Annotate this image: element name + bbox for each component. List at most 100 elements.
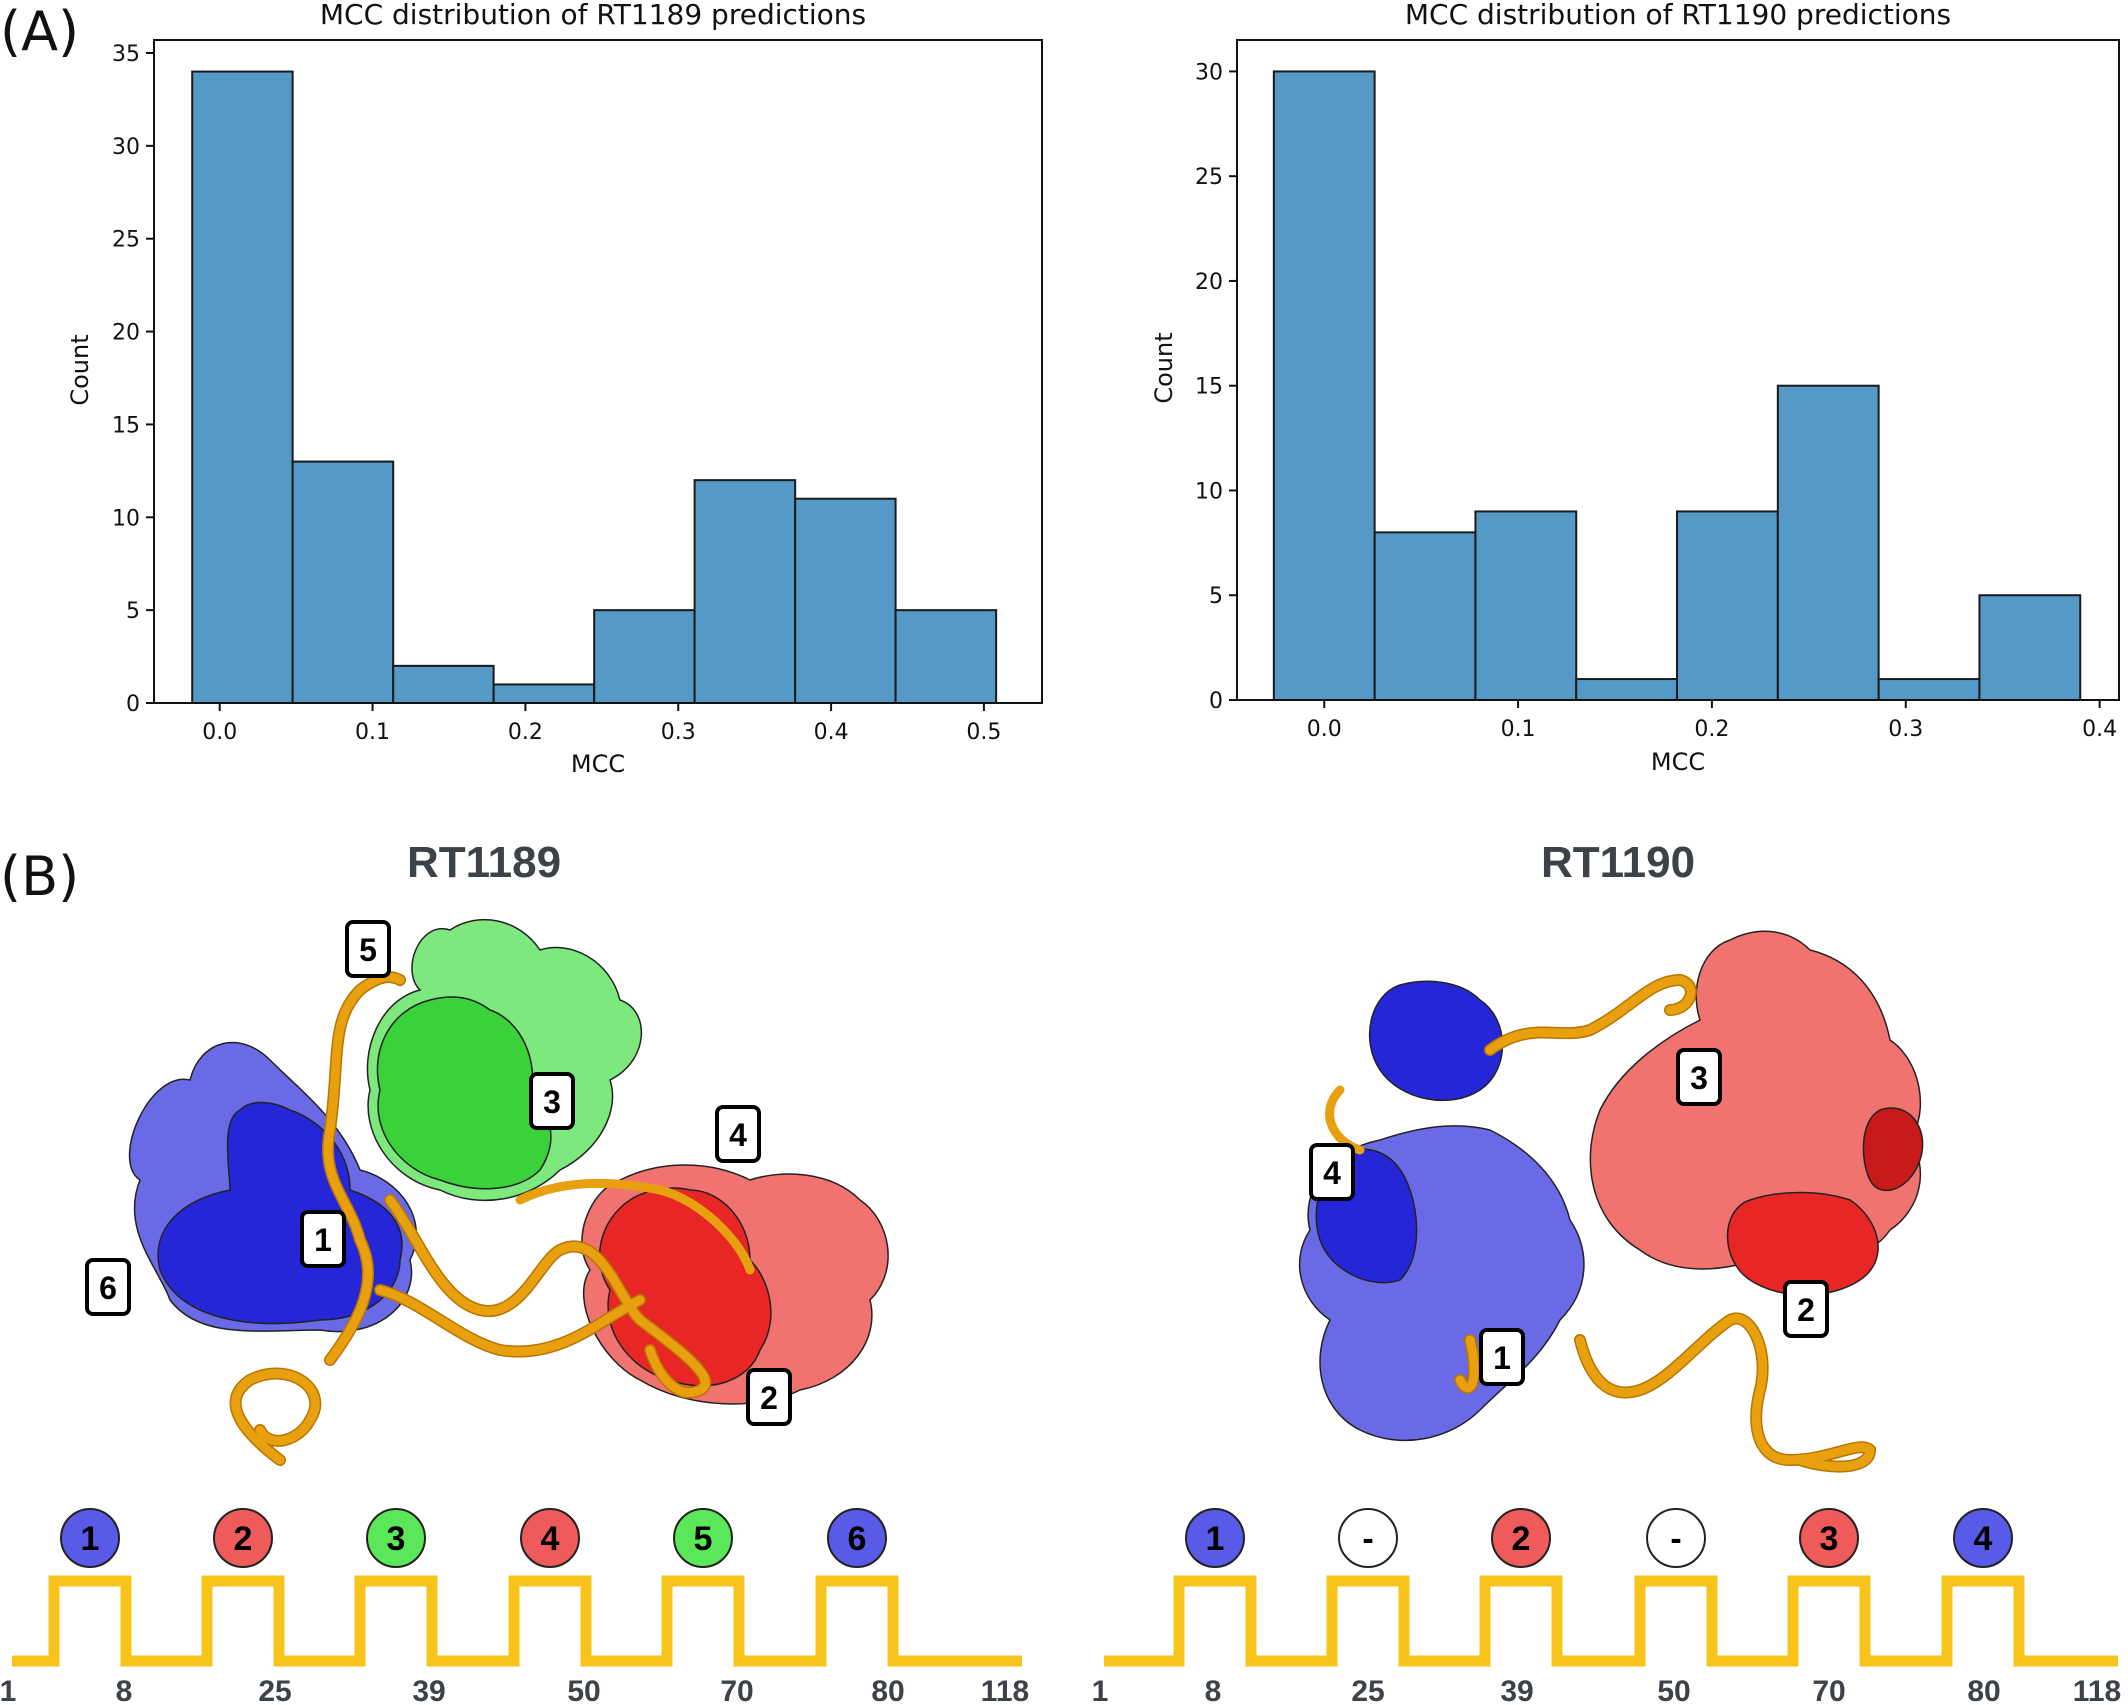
box-label-rt1190-4: 4 <box>1309 1143 1355 1201</box>
box-label-rt1189-4: 4 <box>715 1105 761 1163</box>
y-tick-label: 5 <box>126 599 140 624</box>
histogram-bar <box>1877 678 1981 701</box>
svg-text:-: - <box>1362 1520 1373 1558</box>
domain-circle: 4 <box>1953 1508 2013 1568</box>
y-tick-label: 5 <box>1209 584 1223 609</box>
topology-rt1190: 1 - 2 - 3 4 1 8 25 39 50 70 80 118 <box>1092 1508 2121 1705</box>
topology-rt1189: 1 2 3 4 5 6 1 8 25 39 50 70 80 118 <box>0 1508 1029 1705</box>
red-domain-edge <box>1862 1107 1924 1191</box>
position-label: 39 <box>1500 1675 1533 1705</box>
x-tick-label: 0.4 <box>2082 717 2117 742</box>
svg-text:4: 4 <box>1323 1155 1341 1191</box>
ribbon-strand <box>1325 975 1875 1472</box>
y-tick-label: 20 <box>112 321 140 346</box>
x-tick-label: 0.2 <box>508 720 543 745</box>
y-axis-label: Count <box>1150 332 1178 403</box>
x-tick-label: 0.2 <box>1694 717 1729 742</box>
box-label-rt1189-3: 3 <box>529 1072 575 1130</box>
svg-text:-: - <box>1670 1520 1681 1558</box>
y-tick-label: 30 <box>1195 60 1223 85</box>
position-label: 118 <box>2073 1675 2121 1705</box>
svg-text:4: 4 <box>541 1520 560 1558</box>
x-tick-label: 0.5 <box>966 720 1001 745</box>
histogram-bar <box>492 683 596 705</box>
position-label: 1 <box>0 1675 16 1705</box>
box-label-rt1190-3: 3 <box>1676 1048 1722 1106</box>
svg-text:3: 3 <box>1690 1060 1708 1096</box>
x-tick-label: 0.1 <box>1501 717 1536 742</box>
y-tick-label: 30 <box>112 135 140 160</box>
domain-circle: 2 <box>213 1508 273 1568</box>
svg-text:6: 6 <box>99 1270 117 1306</box>
histogram-bar <box>1676 510 1779 701</box>
ribbon-strand <box>231 972 755 1465</box>
domain-circle: 1 <box>60 1508 120 1568</box>
topology-line <box>1104 1575 2118 1667</box>
x-axis-label: MCC <box>571 750 625 778</box>
x-tick-label: 0.1 <box>355 720 390 745</box>
svg-text:5: 5 <box>359 932 377 968</box>
y-tick-label: 25 <box>112 228 140 253</box>
histogram-bar <box>1978 594 2082 701</box>
domain-circle: 3 <box>1799 1508 1859 1568</box>
x-tick-label: 0.0 <box>1307 717 1342 742</box>
domain-circle: 3 <box>366 1508 426 1568</box>
position-label: 39 <box>412 1675 445 1705</box>
histogram-bar <box>1776 384 1880 701</box>
position-label: 50 <box>1657 1675 1690 1705</box>
domain-circle: 4 <box>520 1508 580 1568</box>
box-label-rt1190-1: 1 <box>1479 1328 1525 1386</box>
svg-text:3: 3 <box>543 1084 561 1120</box>
y-tick-label: 35 <box>112 42 140 67</box>
histogram-bar <box>392 664 495 704</box>
position-label: 70 <box>1812 1675 1845 1705</box>
plot-frame <box>153 39 1043 704</box>
position-label: 118 <box>981 1675 1029 1705</box>
histogram-rt1190: MCC distribution of RT1190 predictions M… <box>1150 0 2120 776</box>
svg-text:4: 4 <box>1974 1520 1993 1558</box>
box-label-rt1189-1: 1 <box>300 1210 346 1268</box>
x-axis-label: MCC <box>1651 748 1705 776</box>
histogram-bar <box>1575 678 1679 701</box>
histogram-bar <box>1373 531 1477 702</box>
histogram-bar <box>1474 510 1578 701</box>
histogram-bar <box>291 460 395 705</box>
plot-frame <box>1236 39 2120 701</box>
position-label: 70 <box>720 1675 753 1705</box>
rt1190-structure-image <box>1298 930 1924 1473</box>
svg-text:6: 6 <box>848 1520 867 1558</box>
y-tick-label: 10 <box>1195 479 1223 504</box>
red-domain-core <box>1726 1191 1879 1296</box>
domain-circle: - <box>1646 1508 1706 1568</box>
histogram-bar <box>894 609 998 705</box>
position-label: 80 <box>871 1675 904 1705</box>
position-label: 8 <box>1205 1675 1222 1705</box>
y-axis-label: Count <box>66 334 94 405</box>
svg-text:3: 3 <box>1820 1520 1839 1558</box>
blue-domain-core <box>1315 980 1504 1284</box>
domain-circle: - <box>1338 1508 1398 1568</box>
y-tick-label: 0 <box>126 692 140 717</box>
box-label-rt1189-5: 5 <box>345 920 391 978</box>
svg-text:5: 5 <box>694 1520 713 1558</box>
panel-label-b: (B) <box>0 845 79 908</box>
panel-label-a: (A) <box>0 0 79 63</box>
green-domain-core <box>376 996 552 1190</box>
histogram-bar <box>794 497 897 705</box>
structure-title-rt1189: RT1189 <box>407 838 561 887</box>
svg-text:2: 2 <box>1512 1520 1531 1558</box>
domain-circle: 1 <box>1185 1508 1245 1568</box>
svg-text:1: 1 <box>1206 1520 1225 1558</box>
box-label-rt1189-2: 2 <box>746 1368 792 1426</box>
svg-text:3: 3 <box>387 1520 406 1558</box>
svg-text:2: 2 <box>760 1380 778 1416</box>
chart-title: MCC distribution of RT1189 predictions <box>320 0 866 31</box>
domain-circle: 2 <box>1491 1508 1551 1568</box>
histogram-rt1189: MCC distribution of RT1189 predictions M… <box>66 0 1043 778</box>
box-label-rt1190-2: 2 <box>1783 1280 1829 1338</box>
rt1189-structure-image <box>128 918 889 1466</box>
svg-text:1: 1 <box>81 1520 100 1558</box>
position-label: 25 <box>1351 1675 1384 1705</box>
x-tick-label: 0.4 <box>814 720 849 745</box>
histogram-bar <box>693 479 797 704</box>
